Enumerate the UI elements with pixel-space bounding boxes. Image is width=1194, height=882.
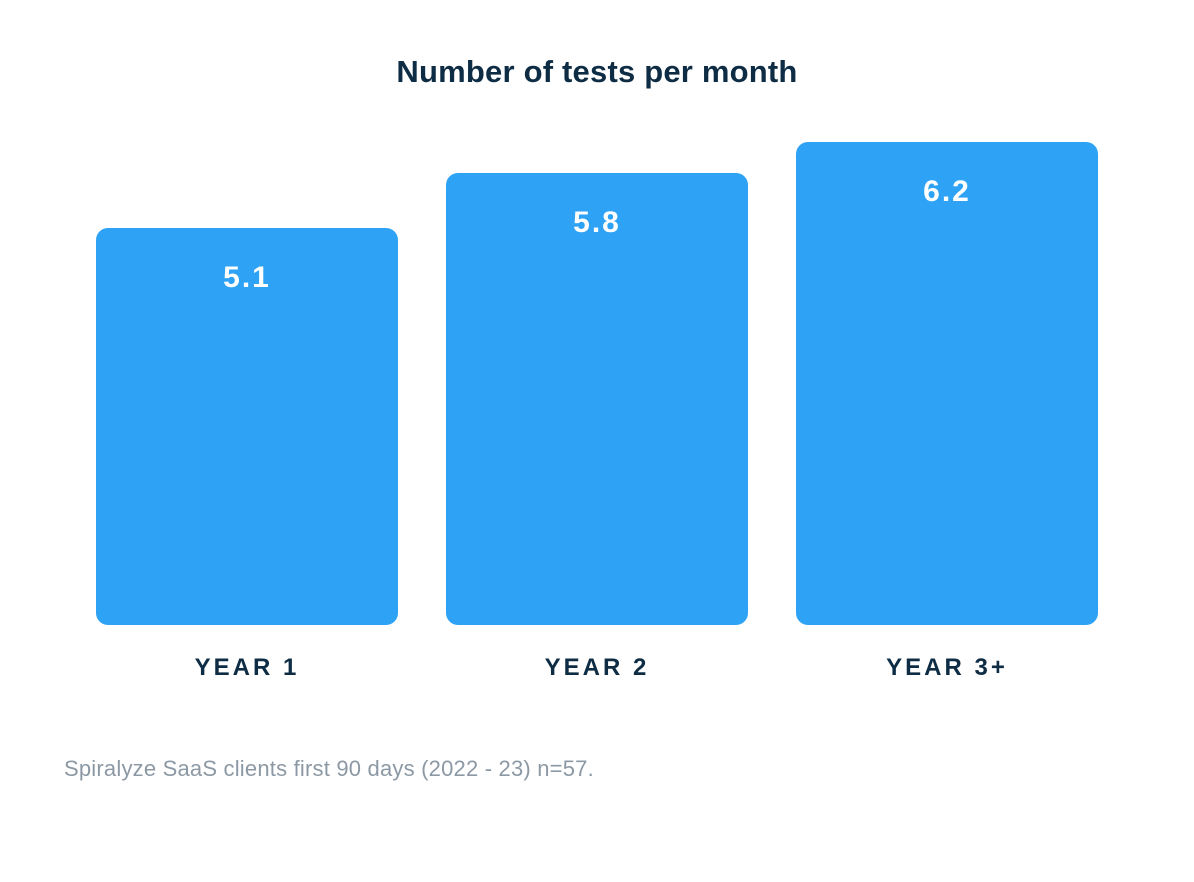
x-axis-label: YEAR 1 xyxy=(194,654,300,681)
bar-column: 6.2 xyxy=(796,142,1098,625)
bar: 6.2 xyxy=(796,142,1098,625)
x-axis-label: YEAR 2 xyxy=(544,654,650,681)
x-axis-label: YEAR 3+ xyxy=(886,654,1008,681)
bar-column: 5.8 xyxy=(446,142,748,625)
bar: 5.8 xyxy=(446,173,748,625)
bar-column: 5.1 xyxy=(96,142,398,625)
chart-footnote: Spiralyze SaaS clients first 90 days (20… xyxy=(64,756,594,781)
bar: 5.1 xyxy=(96,228,398,625)
bar-value-label: 5.1 xyxy=(223,261,271,294)
bars-area: 5.1 5.8 6.2 xyxy=(96,142,1098,625)
x-axis-labels: YEAR 1 YEAR 2 YEAR 3+ xyxy=(96,654,1098,682)
bar-value-label: 6.2 xyxy=(923,175,971,208)
chart-title: Number of tests per month xyxy=(396,54,798,89)
bar-value-label: 5.8 xyxy=(573,206,621,239)
